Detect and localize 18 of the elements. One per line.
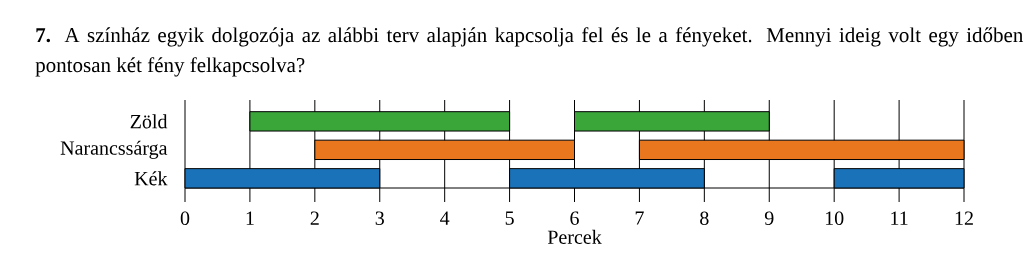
y-tick-label: Zöld [130, 114, 168, 129]
x-tick-label: 3 [375, 211, 384, 225]
x-tick-label: 12 [955, 211, 973, 225]
x-tick-label: 7 [635, 211, 644, 225]
x-tick-label: 11 [891, 211, 908, 225]
x-axis-title: Percek [547, 229, 602, 244]
x-tick-label: 2 [310, 211, 319, 225]
x-tick-label: 10 [825, 211, 844, 226]
y-tick-label: Narancssárga [60, 140, 168, 159]
x-tick-label: 1 [246, 211, 254, 225]
x-tick-label: 5 [505, 211, 514, 225]
y-tick-label: Kék [134, 171, 168, 186]
x-tick-label: 6 [570, 211, 579, 225]
x-tick-label: 4 [440, 211, 450, 225]
x-tick-label: 8 [700, 211, 709, 226]
x-tick-label: 0 [180, 211, 190, 226]
x-tick-label: 9 [764, 211, 774, 225]
chart-title: 7. A színház egyik dolgozója az alábbi terv alapján kapcsolja fel és le a fényeket. Mennyi ideig volt egy időben pontosan két fény felkapcsolva? [35, 27, 1024, 77]
